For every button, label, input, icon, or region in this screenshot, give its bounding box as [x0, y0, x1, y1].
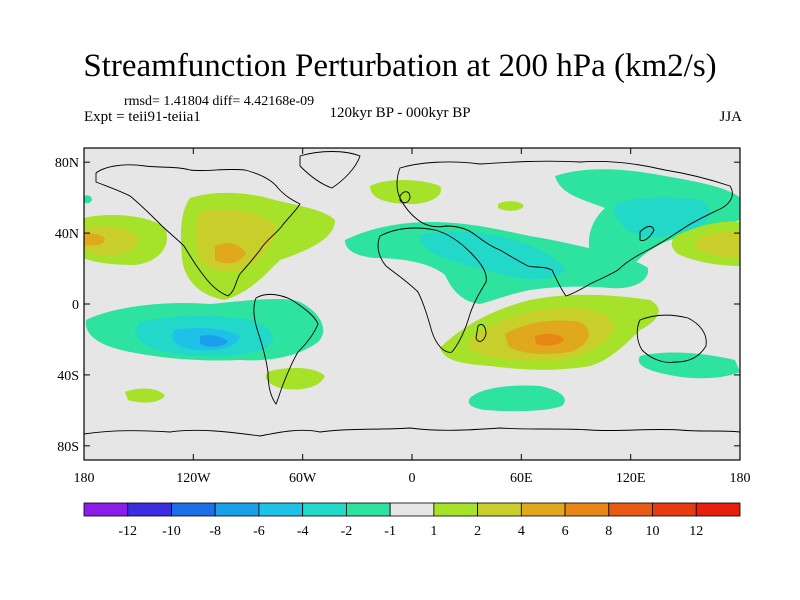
experiment-label: Expt = teii91-teiia1	[84, 109, 201, 125]
contour-neg-level1	[84, 195, 92, 204]
colorbar-label: -10	[162, 524, 181, 539]
contour-neg-level1	[638, 352, 740, 379]
contour-pos-level1	[125, 388, 165, 403]
coastline-antarctica	[84, 427, 740, 437]
lon-tick-label: 180	[74, 471, 95, 486]
lat-tick-label: 40S	[57, 369, 79, 384]
contour-pos-level1	[265, 367, 325, 390]
page-title: Streamfunction Perturbation at 200 hPa (…	[83, 48, 717, 84]
colorbar-label: 12	[689, 524, 703, 539]
lon-tick-label: 120W	[176, 471, 211, 486]
colorbar-swatch	[695, 502, 741, 517]
colorbar: -12 -10 -8 -6 -4 -2 -1 1 2 4 6 8 10 12	[83, 502, 741, 539]
colorbar-swatch	[83, 502, 129, 517]
contour-neg-level4	[200, 335, 228, 347]
lon-tick-label: 120E	[616, 471, 646, 486]
colorbar-label: -4	[297, 524, 309, 539]
colorbar-swatch	[127, 502, 172, 517]
colorbar-label: -12	[118, 524, 137, 539]
colorbar-swatch	[564, 502, 610, 517]
contour-pos-level2	[695, 231, 740, 258]
lon-tick-label: 180	[730, 471, 751, 486]
coastline-africa	[377, 227, 487, 353]
longitude-axis: 180 120W 60W 0 60E 120E 180	[74, 148, 751, 486]
season-label: JJA	[719, 109, 742, 125]
lat-tick-label: 80N	[55, 156, 79, 171]
lat-tick-label: 0	[72, 298, 79, 313]
colorbar-swatch	[652, 502, 697, 517]
coastline-eurasia	[396, 160, 733, 297]
colorbar-swatch	[214, 502, 260, 517]
colorbar-label: -8	[209, 524, 221, 539]
colorbar-label: -1	[384, 524, 396, 539]
period-label: 120kyr BP - 000kyr BP	[329, 105, 471, 121]
contour-pos-level1	[498, 201, 524, 211]
colorbar-swatch	[389, 502, 435, 517]
colorbar-swatch	[258, 502, 304, 517]
colorbar-swatch	[608, 502, 653, 517]
colorbar-label: 10	[646, 524, 660, 539]
coastline-madagascar	[475, 323, 487, 342]
coastlines	[84, 151, 740, 437]
coastline-japan	[639, 225, 655, 241]
contour-neg-level1	[468, 385, 565, 412]
map-area	[84, 148, 740, 460]
colorbar-swatch	[477, 502, 522, 517]
coastline-south-america	[253, 293, 319, 405]
colorbar-label: -2	[341, 524, 353, 539]
colorbar-swatch	[171, 502, 216, 517]
lat-tick-label: 80S	[57, 440, 79, 455]
lon-tick-label: 60E	[510, 471, 533, 486]
colorbar-label: 1	[430, 524, 437, 539]
colorbar-label: 8	[605, 524, 612, 539]
colorbar-label: 6	[562, 524, 569, 539]
coastline-australia	[636, 314, 707, 363]
contour-neg-level2	[614, 197, 710, 238]
colorbar-swatch	[302, 502, 347, 517]
contour-pos-level3	[84, 233, 105, 246]
contour-pos-level4	[535, 333, 564, 346]
contour-fields	[84, 169, 740, 412]
colorbar-swatch	[345, 502, 391, 517]
stats-label: rmsd= 1.41804 diff= 4.42168e-09	[124, 94, 315, 109]
contour-pos-level3	[215, 243, 246, 264]
lon-tick-label: 0	[409, 471, 416, 486]
colorbar-swatch	[433, 502, 479, 517]
contour-neg-level2	[419, 231, 565, 280]
latitude-axis: 80N 40N 0 40S 80S	[55, 156, 740, 455]
colorbar-label: -6	[253, 524, 265, 539]
colorbar-label: 4	[518, 524, 525, 539]
contour-pos-level2	[84, 226, 139, 256]
lon-tick-label: 60W	[289, 471, 317, 486]
coastline-north-america	[95, 164, 301, 297]
colorbar-swatch	[520, 502, 566, 517]
coastline-uk	[399, 191, 411, 204]
colorbar-label: 2	[474, 524, 481, 539]
lat-tick-label: 40N	[55, 227, 79, 242]
coastline-greenland	[299, 151, 361, 189]
